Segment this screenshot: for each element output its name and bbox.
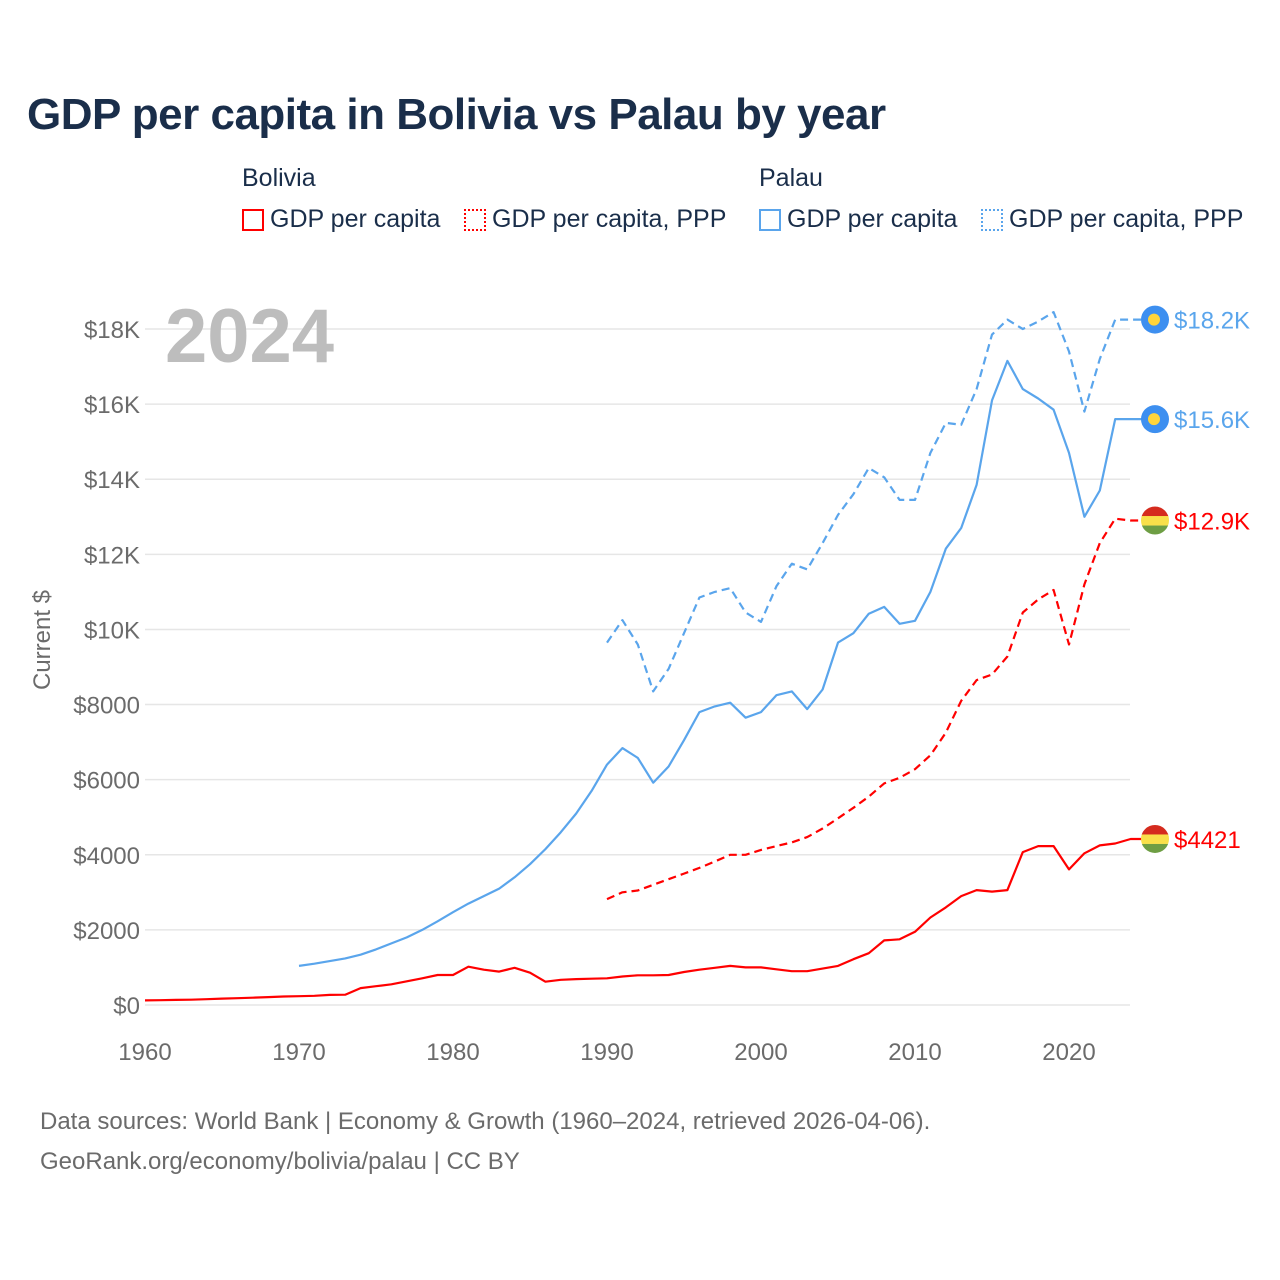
end-value-label: $15.6K bbox=[1174, 407, 1250, 434]
flag-stripe-green bbox=[1141, 525, 1169, 535]
chart-title: GDP per capita in Bolivia vs Palau by ye… bbox=[27, 90, 886, 139]
series-line-palau-gdp-per-capita bbox=[298, 359, 1155, 967]
y-tick-label: $6000 bbox=[73, 768, 140, 795]
flag-stripe-red bbox=[1141, 824, 1169, 835]
flag-moon bbox=[1148, 313, 1160, 326]
x-tick-label: 2020 bbox=[1042, 1039, 1095, 1066]
y-tick-label: $4000 bbox=[73, 843, 140, 870]
legend-group-palau: Palau bbox=[759, 164, 823, 192]
x-tick-label: 1960 bbox=[118, 1039, 171, 1066]
footer-attribution: GeoRank.org/economy/bolivia/palau | CC B… bbox=[40, 1148, 520, 1175]
legend-swatch-solid-red bbox=[242, 208, 264, 231]
end-value-label: $12.9K bbox=[1174, 509, 1250, 536]
flag-stripes bbox=[1141, 824, 1169, 853]
x-tick-label: 1980 bbox=[426, 1039, 479, 1066]
flag-stripe-red bbox=[1141, 506, 1169, 517]
flag-stripe-green bbox=[1141, 843, 1169, 853]
end-value-label: $4421 bbox=[1174, 827, 1241, 854]
y-tick-label: $16K bbox=[84, 392, 140, 419]
legend-label: GDP per capita, PPP bbox=[492, 205, 727, 233]
bolivia-flag-icon bbox=[1141, 824, 1169, 853]
legend-label: GDP per capita bbox=[787, 205, 958, 233]
legend-swatch-solid-blue bbox=[759, 208, 781, 231]
y-tick-label: $0 bbox=[113, 993, 140, 1020]
flag-stripe-yellow bbox=[1141, 834, 1169, 844]
flag-stripes bbox=[1141, 506, 1169, 535]
legend-swatch-dotted-blue bbox=[981, 208, 1003, 231]
flag-moon bbox=[1148, 413, 1160, 426]
palau-flag-icon bbox=[1141, 405, 1169, 434]
x-tick-label: 2000 bbox=[734, 1039, 787, 1066]
flag-stripe-yellow bbox=[1141, 516, 1169, 526]
y-tick-label: $2000 bbox=[73, 918, 140, 945]
x-tick-label: 2010 bbox=[888, 1039, 941, 1066]
year-watermark: 2024 bbox=[165, 294, 334, 379]
legend-palau-gdp[interactable]: GDP per capita bbox=[759, 205, 957, 234]
y-tick-label: $8000 bbox=[73, 693, 140, 720]
legend-swatch-dotted-red bbox=[464, 208, 486, 231]
end-value-label: $18.2K bbox=[1174, 308, 1250, 335]
y-tick-label: $18K bbox=[84, 317, 140, 344]
x-tick-label: 1970 bbox=[272, 1039, 325, 1066]
legend-bolivia-ppp[interactable]: GDP per capita, PPP bbox=[464, 205, 726, 234]
y-tick-label: $14K bbox=[84, 467, 140, 494]
x-tick-label: 1990 bbox=[580, 1039, 633, 1066]
bolivia-flag-icon bbox=[1141, 506, 1169, 535]
series-line-bolivia-gdp-per-capita-ppp bbox=[606, 517, 1155, 901]
legend-palau-ppp[interactable]: GDP per capita, PPP bbox=[981, 205, 1243, 234]
legend-label: GDP per capita, PPP bbox=[1009, 205, 1244, 233]
y-axis-label: Current $ bbox=[29, 590, 56, 690]
palau-flag-icon bbox=[1141, 305, 1169, 334]
series-line-bolivia-gdp-per-capita bbox=[144, 837, 1155, 1002]
legend-label: GDP per capita bbox=[270, 205, 441, 233]
y-tick-label: $12K bbox=[84, 542, 140, 569]
series-line-palau-gdp-per-capita-ppp bbox=[606, 311, 1155, 693]
legend-bolivia-gdp[interactable]: GDP per capita bbox=[242, 205, 440, 234]
footer-sources: Data sources: World Bank | Economy & Gro… bbox=[40, 1108, 931, 1135]
y-tick-label: $10K bbox=[84, 617, 140, 644]
legend-group-bolivia: Bolivia bbox=[242, 164, 316, 192]
